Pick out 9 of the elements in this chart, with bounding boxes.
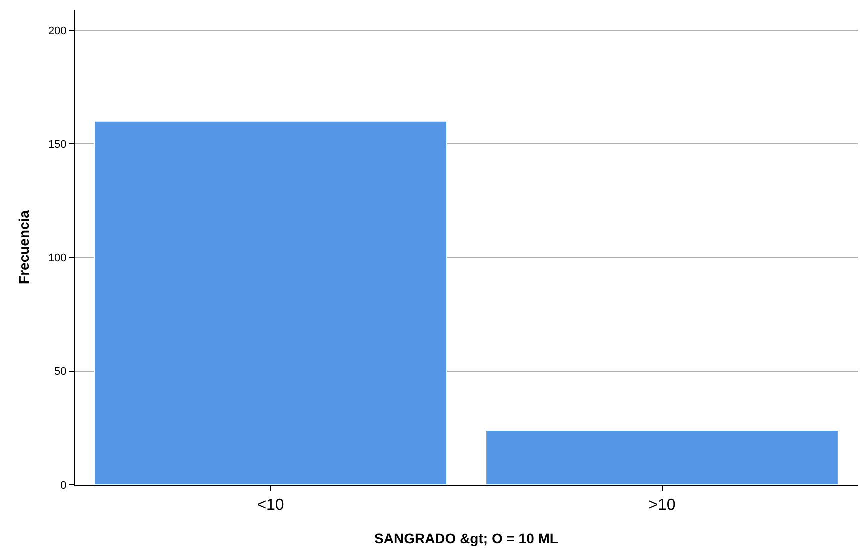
x-tick-label: >10 [648, 497, 676, 514]
y-tick-label: 150 [48, 138, 67, 151]
y-tick-label: 0 [60, 480, 67, 492]
x-tick-label: <10 [257, 497, 284, 514]
y-tick-label: 100 [48, 252, 67, 265]
y-axis-title: Frecuencia [16, 210, 32, 284]
y-tick-label: 200 [48, 25, 67, 38]
y-tick-label: 50 [54, 366, 67, 378]
x-axis-title: SANGRADO &gt; O = 10 ML [374, 530, 559, 546]
